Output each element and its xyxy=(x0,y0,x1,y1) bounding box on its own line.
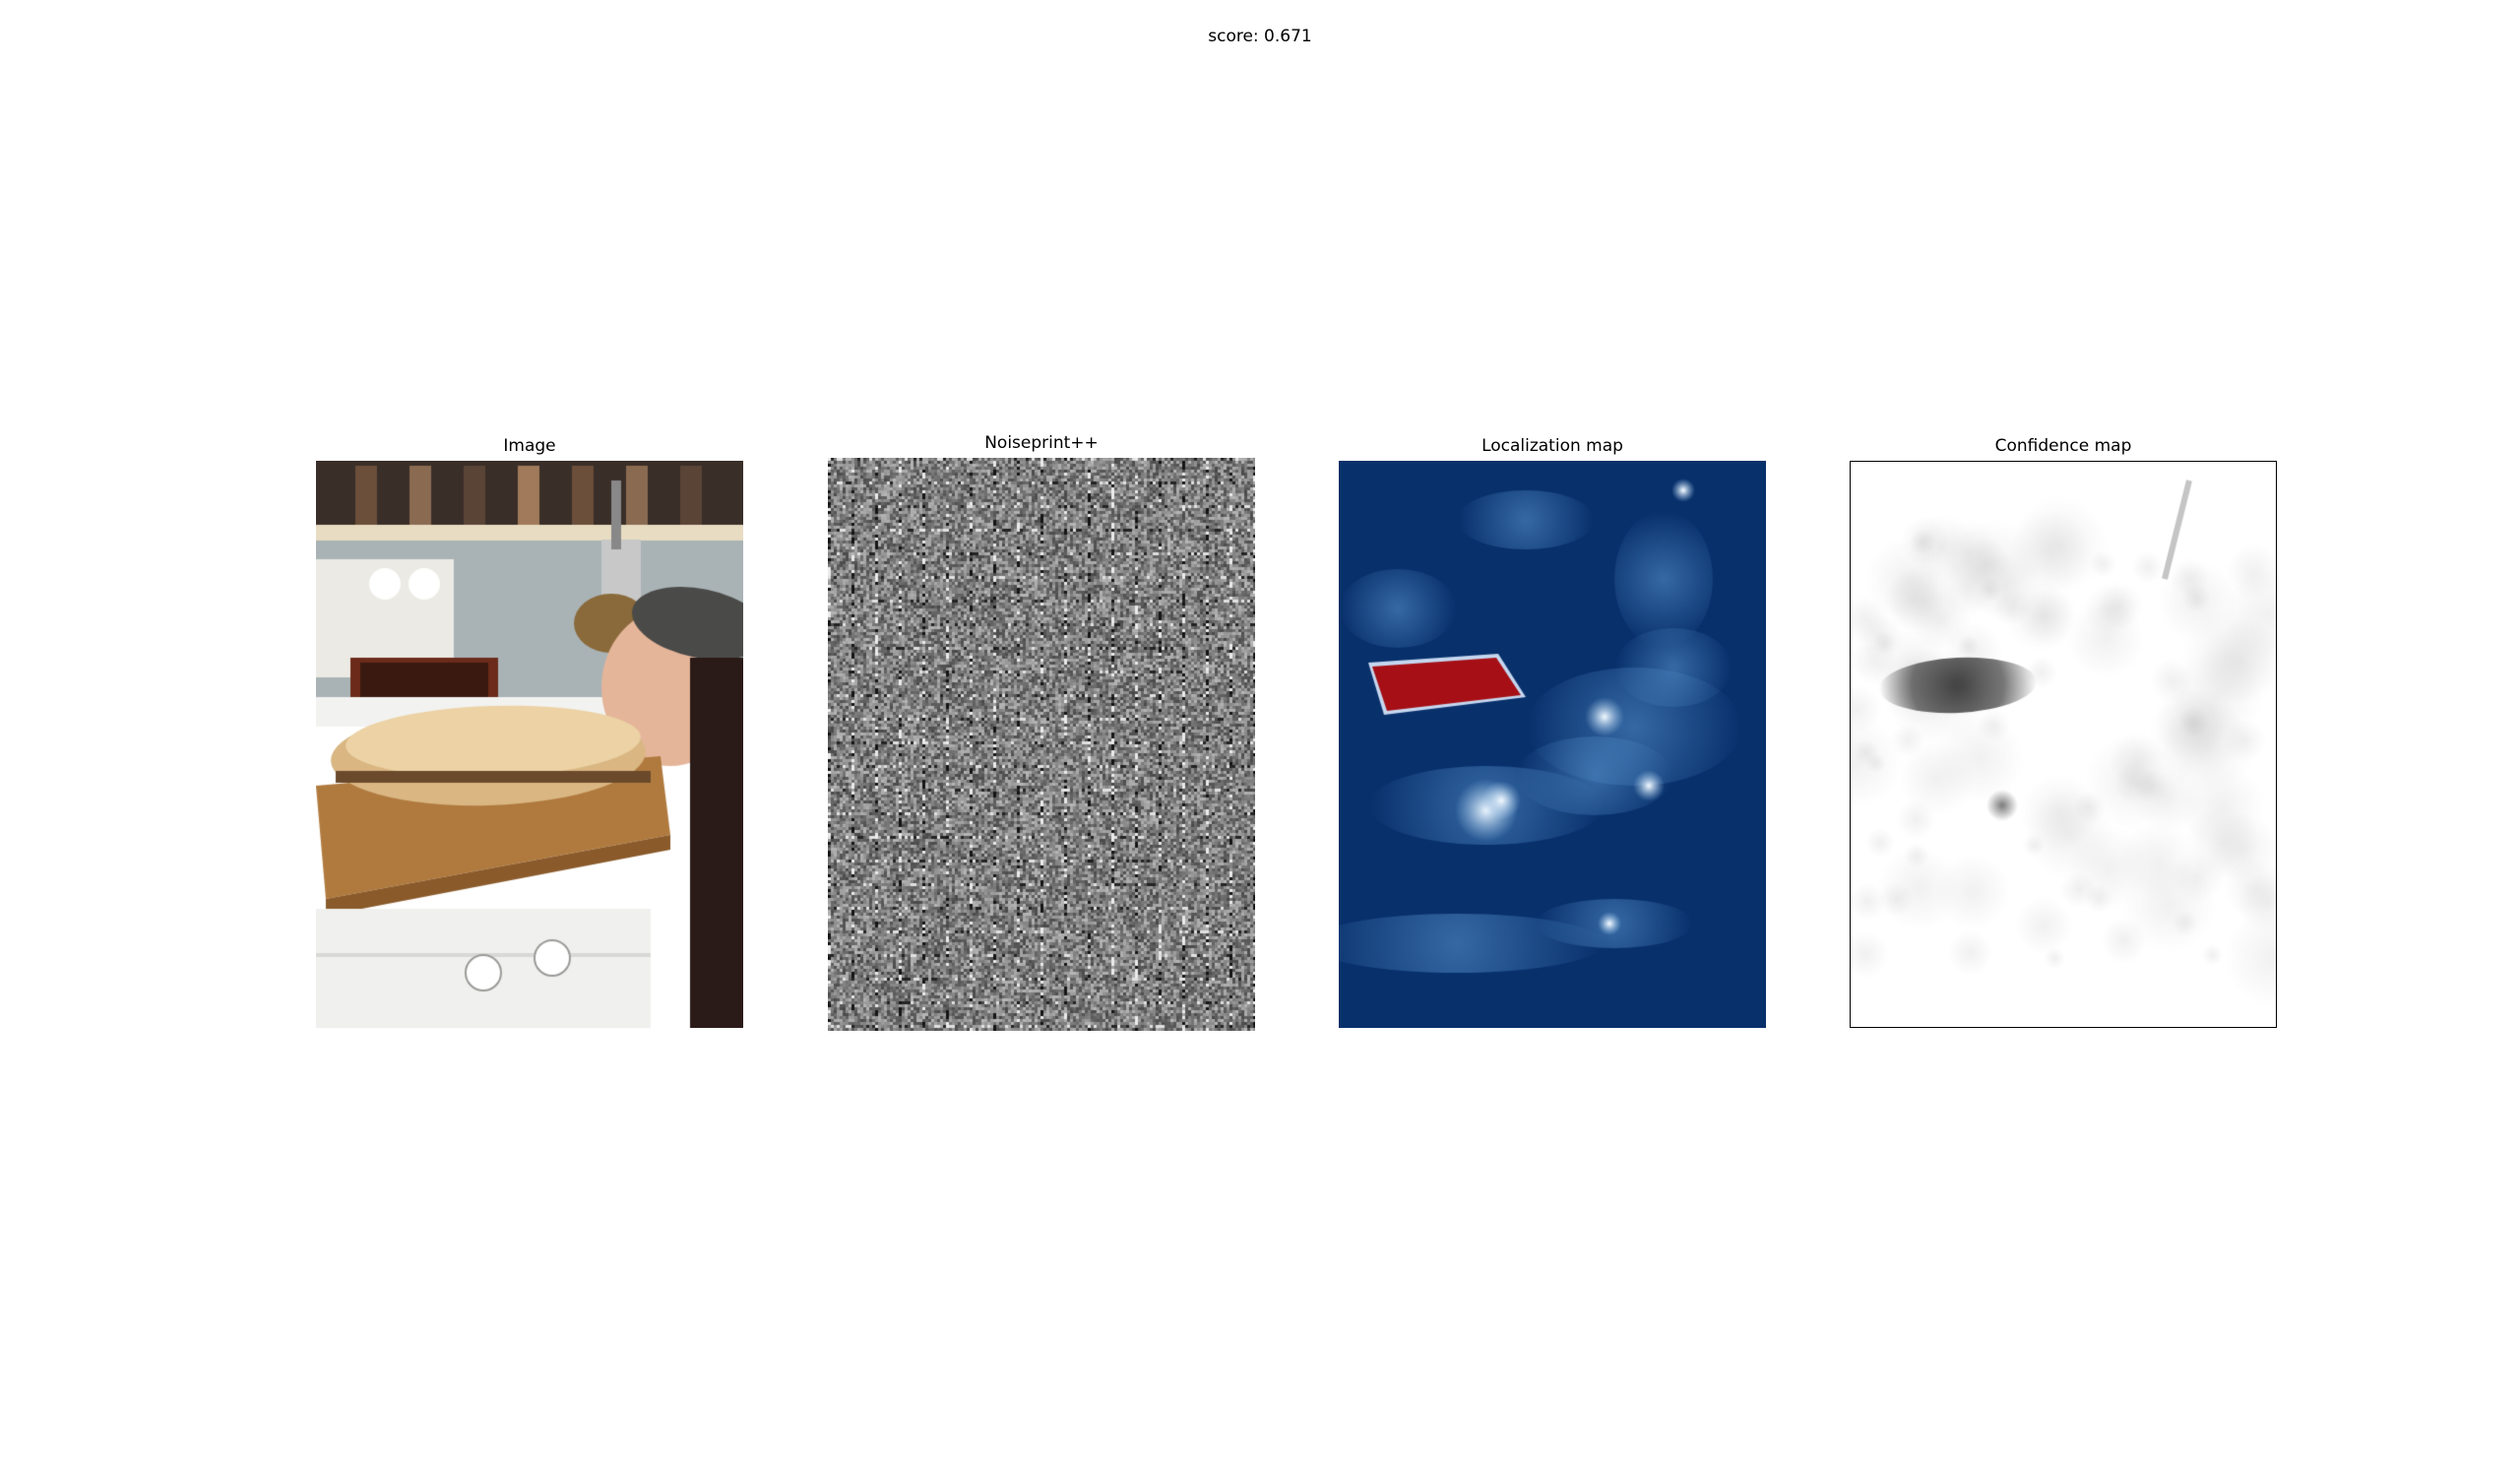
localization-heatmap xyxy=(1339,461,1766,1028)
noiseprint-panel: Noiseprint++ xyxy=(828,433,1255,1034)
score-title: score: 0.671 xyxy=(1208,27,1312,46)
confidence-panel: Confidence map xyxy=(1850,436,2277,1028)
input-photo xyxy=(316,461,743,1028)
image-panel: Image xyxy=(316,436,743,1028)
noiseprint-panel-title: Noiseprint++ xyxy=(984,433,1099,453)
image-panel-title: Image xyxy=(503,436,556,456)
localization-panel: Localization map xyxy=(1339,436,1766,1028)
localization-panel-title: Localization map xyxy=(1481,436,1623,456)
noiseprint-image xyxy=(828,458,1255,1031)
confidence-heatmap xyxy=(1850,461,2277,1028)
confidence-panel-title: Confidence map xyxy=(1994,436,2132,456)
